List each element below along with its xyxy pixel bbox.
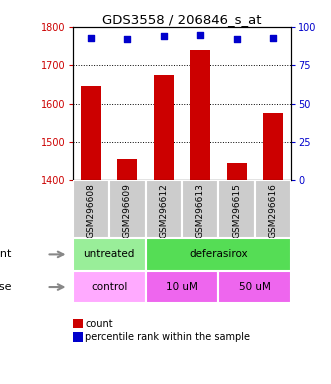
Point xyxy=(234,36,239,42)
Point xyxy=(88,35,94,41)
Text: 50 uM: 50 uM xyxy=(239,282,271,292)
Bar xyxy=(146,180,182,238)
Bar xyxy=(182,180,218,238)
Text: GSM296612: GSM296612 xyxy=(159,184,168,238)
Point xyxy=(125,36,130,42)
Bar xyxy=(109,180,146,238)
Text: GSM296613: GSM296613 xyxy=(196,184,205,238)
Bar xyxy=(218,180,255,238)
Point xyxy=(198,31,203,38)
Bar xyxy=(218,271,291,303)
Title: GDS3558 / 206846_s_at: GDS3558 / 206846_s_at xyxy=(102,13,262,26)
Bar xyxy=(255,180,291,238)
Bar xyxy=(146,238,291,271)
Text: agent: agent xyxy=(0,249,12,260)
Bar xyxy=(263,113,283,180)
Bar xyxy=(81,86,101,180)
Bar xyxy=(73,238,146,271)
Text: GSM296616: GSM296616 xyxy=(268,184,278,238)
Bar xyxy=(190,50,210,180)
Bar xyxy=(73,271,146,303)
Text: GSM296615: GSM296615 xyxy=(232,184,241,238)
Text: 10 uM: 10 uM xyxy=(166,282,198,292)
Point xyxy=(270,35,276,41)
Text: control: control xyxy=(91,282,127,292)
Text: GSM296608: GSM296608 xyxy=(86,184,96,238)
Bar xyxy=(227,163,247,180)
Bar xyxy=(118,159,137,180)
Text: GSM296609: GSM296609 xyxy=(123,184,132,238)
Text: untreated: untreated xyxy=(83,249,135,260)
Text: dose: dose xyxy=(0,282,12,292)
Text: percentile rank within the sample: percentile rank within the sample xyxy=(85,332,250,342)
Bar xyxy=(73,180,109,238)
Text: count: count xyxy=(85,319,113,329)
Bar xyxy=(146,271,218,303)
Bar xyxy=(154,75,174,180)
Text: deferasirox: deferasirox xyxy=(189,249,248,260)
Point xyxy=(161,33,166,39)
